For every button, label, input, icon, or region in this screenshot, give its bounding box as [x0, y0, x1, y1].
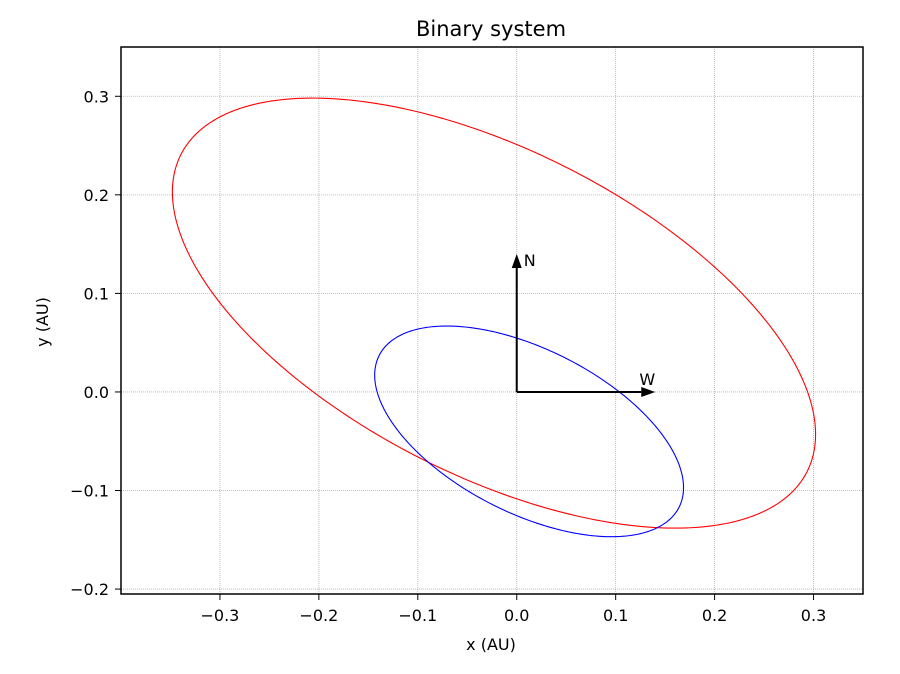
x-tick-label: −0.3 — [201, 606, 240, 625]
arrow-w-label: W — [639, 370, 655, 389]
x-tick-label: −0.1 — [398, 606, 437, 625]
plot-frame — [120, 46, 864, 595]
y-tick-label: 0.3 — [84, 87, 109, 106]
grid-lines — [121, 47, 863, 594]
y-tick-label: −0.1 — [70, 482, 109, 501]
x-tick-label: −0.2 — [299, 606, 338, 625]
y-tick-label: 0.2 — [84, 186, 109, 205]
x-tick-label: 0.1 — [603, 606, 628, 625]
orbit-red — [171, 97, 817, 529]
y-tick-label: 0.1 — [84, 284, 109, 303]
direction-arrows: NW — [511, 251, 656, 397]
x-tick-label: 0.2 — [702, 606, 727, 625]
x-axis-ticks: −0.3 −0.2 −0.1 0.0 0.1 0.2 0.3 — [201, 594, 826, 625]
arrow-n-head — [511, 253, 522, 268]
orbit-blue — [374, 325, 685, 538]
y-axis-ticks: −0.2 −0.1 0.0 0.1 0.2 0.3 — [70, 87, 121, 599]
x-tick-label: 0.3 — [801, 606, 826, 625]
orbits — [171, 97, 817, 538]
y-axis-label: y (AU) — [33, 297, 52, 347]
y-tick-label: −0.2 — [70, 580, 109, 599]
arrow-n-label: N — [524, 251, 536, 270]
y-tick-label: 0.0 — [84, 383, 109, 402]
x-tick-label: 0.0 — [504, 606, 529, 625]
chart-title: Binary system — [416, 17, 566, 41]
x-axis-label: x (AU) — [466, 635, 516, 654]
arrow-w-head — [641, 386, 656, 397]
